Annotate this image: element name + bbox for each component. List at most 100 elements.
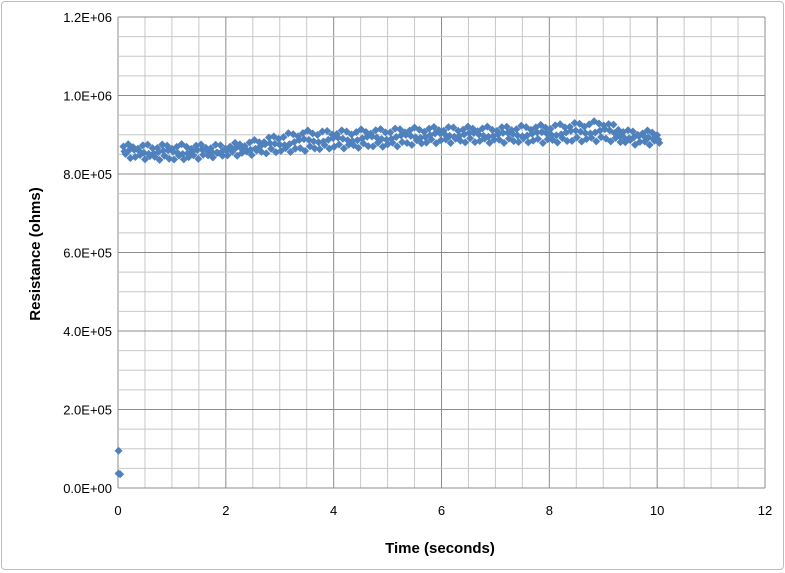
data-point — [143, 140, 152, 149]
data-point — [138, 141, 147, 150]
data-point — [553, 138, 562, 147]
data-point — [318, 127, 327, 136]
data-point — [645, 140, 654, 149]
x-tick-label: 2 — [222, 503, 229, 518]
data-point — [381, 128, 390, 137]
data-point — [407, 140, 416, 149]
data-point — [165, 154, 174, 163]
data-point — [502, 122, 511, 131]
data-point — [586, 129, 595, 138]
data-point — [208, 153, 217, 162]
data-point — [635, 137, 644, 146]
data-point — [450, 132, 459, 141]
data-point — [556, 120, 565, 129]
data-point — [500, 138, 509, 147]
x-axis-title: Time (seconds) — [385, 540, 495, 557]
data-point — [654, 135, 663, 144]
data-point — [216, 141, 225, 150]
data-point — [619, 127, 628, 136]
data-point — [194, 154, 203, 163]
y-tick-label: 1.0E+06 — [63, 89, 112, 104]
data-point — [212, 148, 221, 157]
data-point — [170, 155, 179, 164]
data-point — [420, 127, 429, 136]
data-point — [572, 133, 581, 142]
data-point — [267, 144, 276, 153]
data-point — [335, 140, 344, 149]
data-point — [343, 136, 352, 145]
data-point — [512, 125, 521, 134]
data-point — [315, 145, 324, 154]
data-point — [241, 145, 250, 154]
y-tick-label: 0.0E+00 — [63, 481, 112, 496]
data-point — [628, 127, 637, 136]
data-point — [393, 142, 402, 151]
data-point — [547, 130, 556, 139]
data-point — [570, 119, 579, 128]
data-point — [565, 122, 574, 131]
data-point — [485, 138, 494, 147]
data-point — [566, 126, 575, 135]
data-point — [504, 134, 513, 143]
data-point — [534, 134, 543, 143]
data-point — [536, 120, 545, 129]
data-point — [514, 138, 523, 147]
data-point — [377, 135, 386, 144]
data-point — [286, 148, 295, 157]
data-point — [124, 140, 133, 149]
data-point — [422, 138, 431, 147]
data-point — [479, 131, 488, 140]
x-tick-label: 10 — [650, 503, 664, 518]
data-point — [211, 140, 220, 149]
data-point — [369, 142, 378, 151]
data-point — [429, 122, 438, 131]
data-point — [560, 123, 569, 132]
x-tick-label: 12 — [758, 503, 772, 518]
x-tick-label: 0 — [114, 503, 121, 518]
data-point — [445, 131, 454, 140]
data-point — [446, 138, 455, 147]
data-point — [513, 131, 522, 140]
data-point — [140, 155, 149, 164]
y-axis-title: Resistance (ohms) — [27, 187, 44, 320]
data-point — [193, 145, 202, 154]
data-point — [461, 138, 470, 147]
data-point — [581, 129, 590, 138]
y-tick-label: 6.0E+05 — [63, 246, 112, 261]
data-point — [498, 128, 507, 137]
data-point — [178, 149, 187, 158]
data-point — [310, 144, 319, 153]
data-points — [114, 117, 664, 479]
data-point — [483, 122, 492, 131]
data-point — [614, 125, 623, 134]
x-tick-label: 8 — [546, 503, 553, 518]
data-point — [606, 137, 615, 146]
y-tick-label: 1.2E+06 — [63, 10, 112, 25]
data-point — [376, 125, 385, 134]
data-point — [159, 146, 168, 155]
data-point — [250, 136, 259, 145]
data-point — [262, 149, 271, 158]
data-point — [543, 135, 552, 144]
data-point — [509, 137, 518, 146]
data-point — [148, 144, 157, 153]
data-point — [291, 144, 300, 153]
data-point — [620, 133, 629, 142]
tick-labels: 0 2 4 6 8 10 12 0.0E+00 2.0E+05 4.0E+05 6.0E+05 8.0… — [63, 10, 772, 518]
data-point — [364, 142, 373, 151]
data-point — [405, 126, 414, 135]
data-point — [386, 128, 395, 137]
data-point — [227, 144, 236, 153]
x-tick-label: 6 — [438, 503, 445, 518]
data-point — [207, 147, 216, 156]
data-point — [266, 139, 275, 148]
data-point — [354, 143, 363, 152]
data-point — [464, 129, 473, 138]
data-point — [497, 123, 506, 132]
data-point — [301, 147, 310, 156]
data-point — [454, 126, 463, 135]
data-point — [116, 470, 125, 479]
y-tick-label: 4.0E+05 — [63, 324, 112, 339]
